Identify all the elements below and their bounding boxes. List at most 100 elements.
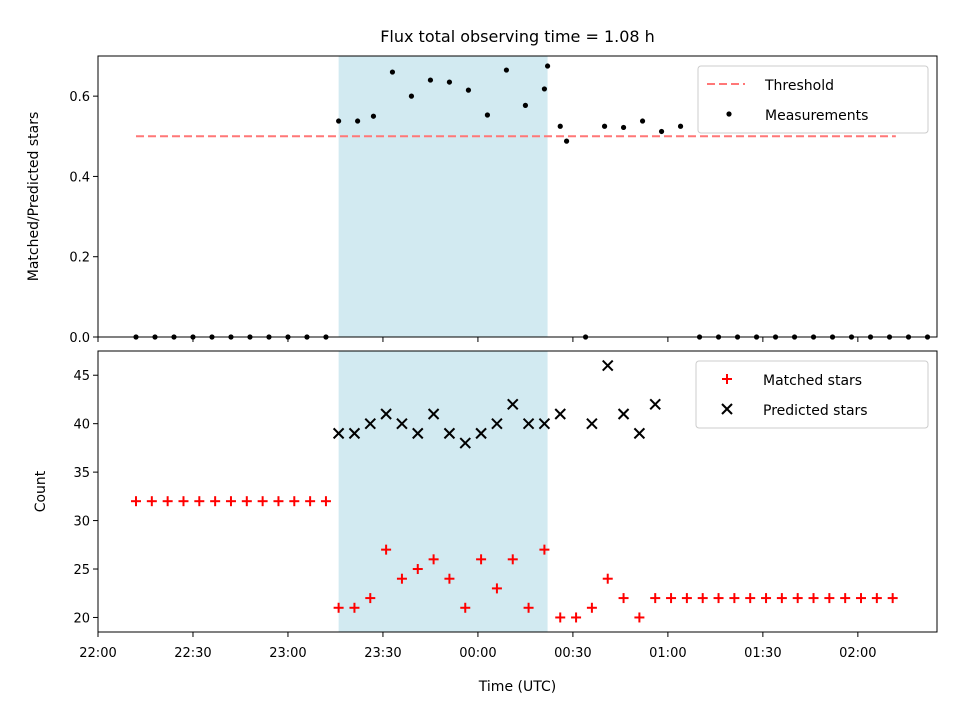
bottom-legend: Matched stars Predicted stars <box>695 360 929 429</box>
matched-star-point <box>444 573 455 584</box>
bottom-legend-box <box>695 360 929 429</box>
matched-star-point <box>305 496 316 507</box>
bottom-highlight-span <box>338 351 548 632</box>
bottom-y-tick-label: 20 <box>73 611 90 626</box>
measurement-point <box>620 124 627 131</box>
x-tick-label: 00:30 <box>554 646 591 661</box>
matched-star-point <box>225 496 236 507</box>
predicted-star-point-b <box>364 417 376 430</box>
measurement-point <box>557 123 563 129</box>
measurement-point <box>370 113 377 119</box>
predicted-star-point <box>364 417 376 430</box>
matched-star-point <box>507 554 518 565</box>
predicted-star-point <box>602 359 614 372</box>
bottom-y-tick-label: 40 <box>73 418 90 433</box>
legend-threshold-label: Threshold <box>764 78 834 94</box>
measurement-point <box>677 123 684 129</box>
matched-star-point <box>618 593 629 604</box>
matched-star-point <box>697 593 708 604</box>
predicted-star-point-b <box>332 427 345 440</box>
predicted-star-point <box>396 417 408 430</box>
matched-star-point <box>178 496 189 507</box>
top-legend: Threshold Measurements <box>697 65 929 134</box>
x-tick-label: 00:00 <box>459 646 496 661</box>
bottom-y-tick-label: 45 <box>73 369 90 384</box>
matched-star-point <box>650 593 661 604</box>
legend-predicted-label: Predicted stars <box>763 403 868 419</box>
legend-measurements-swatch <box>726 111 732 117</box>
matched-star-point <box>634 612 645 623</box>
x-axis-label: Time (UTC) <box>478 679 556 695</box>
top-y-tick-label: 0.2 <box>69 251 90 266</box>
matched-star-point <box>792 593 803 604</box>
panel-ratio: 0.0 0.2 0.4 0.6 Flux total observing time =… <box>26 27 938 346</box>
matched-star-point <box>840 593 851 604</box>
matched-star-point <box>871 593 882 604</box>
matched-star-point <box>887 593 898 604</box>
predicted-star-point <box>507 398 519 411</box>
predicted-star-point <box>538 417 551 430</box>
bottom-y-axis-label: Count <box>33 470 49 512</box>
predicted-star-point <box>443 427 456 440</box>
legend-x-marker-b <box>721 403 733 415</box>
predicted-star-point-b <box>380 408 392 420</box>
top-y-tick-label: 0.6 <box>69 90 90 105</box>
predicted-star-point-b <box>412 427 424 440</box>
predicted-star-point <box>491 417 503 430</box>
matched-star-point <box>523 602 534 613</box>
measurement-point <box>522 102 529 108</box>
predicted-star-point-b <box>538 417 551 430</box>
measurement-point <box>427 77 434 83</box>
predicted-star-point-b <box>348 427 361 440</box>
predicted-star-point <box>554 408 566 420</box>
top-highlight-span <box>338 56 548 337</box>
measurement-point <box>601 123 608 129</box>
matched-star-point <box>713 593 724 604</box>
matched-star-point <box>333 602 344 613</box>
measurement-point <box>465 87 472 93</box>
matched-star-point <box>130 496 141 507</box>
matched-star-point <box>476 554 487 565</box>
predicted-star-point-b <box>507 398 519 411</box>
bottom-y-tick-label: 25 <box>73 563 90 578</box>
predicted-star-point <box>427 408 440 420</box>
matched-star-point <box>776 593 787 604</box>
predicted-star-point-b <box>427 408 440 420</box>
matched-star-point <box>320 496 331 507</box>
bottom-y-tick-label: 35 <box>73 466 90 481</box>
predicted-star-point-b <box>649 398 661 411</box>
matched-star-point <box>349 602 360 613</box>
measurement-point <box>658 128 665 135</box>
matched-star-point <box>555 612 566 623</box>
matched-star-point <box>824 593 835 604</box>
x-tick-label: 23:00 <box>269 646 306 661</box>
legend-x-marker <box>721 403 733 415</box>
chart-title: Flux total observing time = 1.08 h <box>380 27 655 46</box>
predicted-star-point-b <box>554 408 566 420</box>
predicted-star-point <box>617 408 630 420</box>
matched-star-point <box>808 593 819 604</box>
bottom-y-tick-label: 30 <box>73 515 90 530</box>
matched-star-point <box>412 564 423 575</box>
x-tick-label: 01:30 <box>744 646 781 661</box>
predicted-star-point <box>332 427 345 440</box>
legend-matched-label: Matched stars <box>763 373 862 389</box>
top-y-axis-label: Matched/Predicted stars <box>26 112 42 282</box>
bottom-x-ticks: 22:00 22:30 23:00 23:30 00:00 00:30 01:00 01:30… <box>79 632 877 661</box>
matched-star-point <box>571 612 582 623</box>
top-y-tick-label: 0.0 <box>69 331 90 346</box>
predicted-star-point-b <box>602 359 614 372</box>
predicted-star-point <box>586 417 598 430</box>
predicted-star-point <box>649 398 661 411</box>
predicted-star-point <box>459 437 471 449</box>
top-y-tick-label: 0.4 <box>69 170 90 185</box>
predicted-stars-points <box>332 359 661 449</box>
measurement-point <box>541 86 548 92</box>
panel-counts: 20 25 30 35 40 45 22:00 22:30 23:00 23:30 00:00 00… <box>33 350 938 695</box>
measurement-point <box>503 67 510 73</box>
matched-star-point <box>586 602 597 613</box>
top-y-ticks: 0.0 0.2 0.4 0.6 <box>69 90 98 346</box>
matched-star-point <box>681 593 692 604</box>
matched-star-point <box>729 593 740 604</box>
